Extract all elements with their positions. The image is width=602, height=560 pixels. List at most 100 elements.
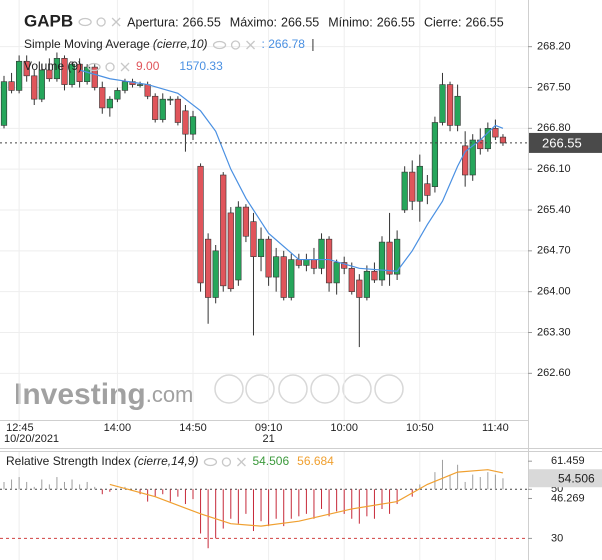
candle-body	[341, 262, 348, 269]
volume-name: Volume (9)	[24, 59, 82, 73]
legend-icons	[203, 457, 246, 467]
watermark-text: .com	[146, 382, 194, 407]
symbol: GAPB	[24, 11, 73, 30]
x-tick-label: 10:50	[406, 422, 434, 434]
signal-line	[109, 469, 504, 527]
x-tick-label: 10:00	[330, 422, 358, 434]
candle-body	[197, 165, 204, 284]
candle-body	[409, 171, 416, 202]
signal-value: 56.684	[297, 454, 334, 468]
rsi-params: (cierre,14,9)	[134, 454, 199, 468]
axes: 268.20 267.50 266.80 266.10 265.40 264.70 264.…	[0, 0, 571, 560]
candle-body	[46, 69, 53, 80]
candle-body	[378, 241, 386, 281]
icon-close	[236, 457, 246, 467]
tool-button[interactable]	[245, 374, 275, 404]
candle-body	[310, 259, 318, 269]
x-tick-label: 14:50	[179, 422, 207, 434]
y-tick-label: 264.00	[537, 286, 571, 298]
rsi-value: 54.506	[252, 454, 289, 468]
candle-body	[31, 75, 38, 100]
icon-eye	[212, 40, 227, 50]
candle-body	[462, 145, 469, 176]
candle-body	[205, 238, 212, 298]
candle-body	[394, 238, 401, 275]
icon-gear	[221, 457, 232, 467]
candle-body	[152, 95, 159, 120]
candle-body	[288, 259, 295, 298]
tool-button[interactable]	[342, 374, 372, 404]
header-label: Mínimo:	[328, 15, 372, 29]
icon-close	[111, 17, 121, 27]
icon-close	[246, 40, 256, 50]
candle-body	[114, 90, 121, 100]
candle-body	[257, 238, 265, 257]
candle-body	[242, 206, 250, 237]
candle-body	[182, 110, 189, 135]
rsi-value-label: 54.506	[558, 471, 595, 485]
x-tick-label: 09:10	[255, 422, 283, 434]
candle-body	[68, 63, 76, 85]
candle-body	[295, 259, 302, 266]
candle-body	[91, 66, 98, 88]
candle-body	[356, 279, 363, 298]
candle-body	[220, 174, 227, 287]
icon-close	[120, 62, 130, 72]
candle-body	[348, 268, 355, 292]
y-tick-label: 61.459	[551, 455, 585, 467]
candle-body	[23, 60, 30, 77]
toolbar	[214, 374, 404, 404]
y-tick-label: 265.40	[537, 204, 571, 216]
x-tick-label: 12:45	[6, 422, 34, 434]
sma-line	[79, 69, 504, 272]
candle-body	[99, 87, 106, 109]
candle-body	[325, 238, 333, 284]
tool-button[interactable]	[310, 374, 340, 404]
candle-body	[431, 122, 439, 187]
sma-params: (cierre,10)	[153, 37, 208, 51]
legend-icons	[78, 17, 121, 27]
candle-body	[227, 212, 234, 290]
candle-body	[76, 63, 83, 82]
icon-eye	[203, 457, 218, 467]
y-tick-label: 46.269	[551, 492, 585, 504]
icon-eye	[87, 62, 101, 72]
candle-body	[492, 128, 499, 138]
header-value: 266.55	[465, 15, 503, 29]
volume-value: 9.00	[136, 59, 160, 73]
legend-icons	[87, 62, 130, 72]
candle-body	[53, 58, 61, 80]
header-value: 266.55	[281, 15, 319, 29]
candle-body	[386, 241, 393, 275]
candle-body	[189, 116, 197, 135]
y-tick-label: 263.30	[537, 326, 571, 338]
candle-body	[469, 139, 476, 176]
candle-body	[250, 221, 257, 257]
y-tick-label: 267.50	[537, 81, 571, 93]
sma-name: Simple Moving Average	[24, 37, 150, 51]
header-label: Apertura:	[127, 15, 178, 29]
candle-body	[8, 81, 15, 91]
candle-body	[235, 206, 242, 281]
candle-body	[121, 81, 129, 91]
header-value: 266.55	[377, 15, 415, 29]
candle-body	[454, 95, 461, 126]
icon-gear	[230, 40, 241, 50]
candle-body	[167, 98, 174, 101]
date-label: 10/20/2021	[4, 433, 59, 445]
volume-value: 1570.33	[179, 59, 223, 73]
tool-button[interactable]	[374, 374, 404, 404]
candle-body	[16, 60, 23, 91]
candle-body	[265, 238, 272, 278]
watermark-text: Investing	[14, 378, 146, 411]
tool-button[interactable]	[278, 374, 308, 404]
candle-body	[371, 270, 378, 281]
tool-button[interactable]	[214, 374, 244, 404]
y-tick-label: 30	[551, 532, 563, 544]
candle-body	[401, 171, 408, 211]
y-tick-label: 264.70	[537, 245, 571, 257]
candle-body	[484, 128, 491, 150]
candle-body	[0, 81, 8, 126]
